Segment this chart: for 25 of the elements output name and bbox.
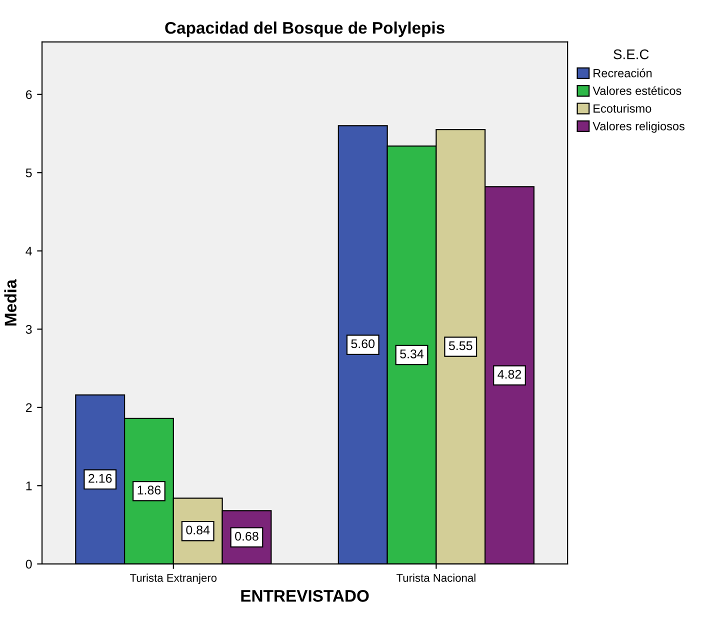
legend-title: S.E.C <box>614 49 649 60</box>
y-axis-title: Media <box>4 279 17 326</box>
x-tick-label: Turista Nacional <box>396 574 476 582</box>
data-label: 2.16 <box>88 474 112 483</box>
legend-label: Valores religiosos <box>592 122 685 133</box>
x-axis-title: ENTREVISTADO <box>241 590 369 602</box>
y-tick-label: 2 <box>26 403 32 412</box>
legend-label: Recreación <box>594 68 652 78</box>
y-tick-label: 0 <box>26 560 32 569</box>
y-tick-label: 3 <box>26 324 32 334</box>
y-tick-label: 5 <box>26 168 32 178</box>
data-label: 4.82 <box>498 370 522 379</box>
chart-title: Capacidad del Bosque de Polylepis <box>165 22 444 38</box>
data-label: 0.84 <box>186 526 210 534</box>
data-label: 5.34 <box>400 349 424 358</box>
data-label: 5.60 <box>351 339 375 348</box>
x-tick-label: Turista Extranjero <box>130 574 217 584</box>
y-tick-label: 4 <box>26 246 32 256</box>
data-label: 1.86 <box>138 486 161 495</box>
y-tick-label: 1 <box>26 482 32 490</box>
data-label: 5.55 <box>448 341 472 350</box>
legend-label: Valores estéticos <box>592 86 682 96</box>
legend-label: Ecoturismo <box>594 104 652 113</box>
y-tick-label: 6 <box>26 90 32 100</box>
data-label: 0.68 <box>235 532 258 541</box>
